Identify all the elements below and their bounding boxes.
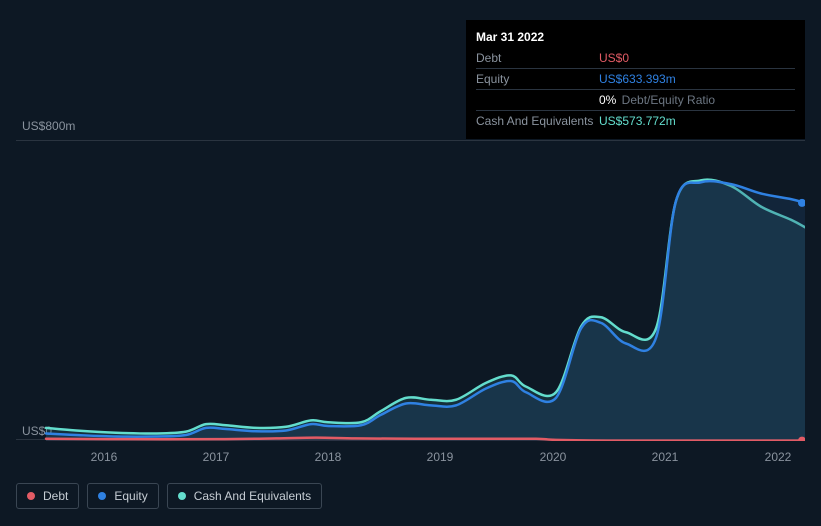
x-axis-tick: 2018 (315, 450, 342, 464)
x-axis-tick: 2019 (427, 450, 454, 464)
legend-label: Debt (43, 489, 68, 503)
legend-label: Cash And Equivalents (194, 489, 311, 503)
legend-item-cash-and-equivalents[interactable]: Cash And Equivalents (167, 483, 322, 509)
tooltip-date: Mar 31 2022 (476, 26, 795, 48)
tooltip-label (476, 93, 599, 107)
x-axis-tick: 2020 (540, 450, 567, 464)
tooltip-row: EquityUS$633.393m (476, 69, 795, 90)
legend-dot (98, 492, 106, 500)
chart-area: US$800m US$0 201620172018201920202021202… (16, 120, 805, 460)
tooltip-value: US$633.393m (599, 72, 676, 86)
legend-label: Equity (114, 489, 147, 503)
x-axis: 2016 2017 2018 2019 2020 2021 2022 (16, 450, 805, 470)
chart-plot[interactable] (16, 140, 805, 440)
tooltip-row: 0% Debt/Equity Ratio (476, 90, 795, 111)
x-axis-tick: 2021 (652, 450, 679, 464)
tooltip-row: DebtUS$0 (476, 48, 795, 69)
tooltip-label: Equity (476, 72, 599, 86)
legend-item-debt[interactable]: Debt (16, 483, 79, 509)
chart-legend: Debt Equity Cash And Equivalents (16, 483, 322, 509)
tooltip-label: Debt (476, 51, 599, 65)
x-axis-tick: 2022 (765, 450, 792, 464)
x-axis-tick: 2016 (91, 450, 118, 464)
legend-item-equity[interactable]: Equity (87, 483, 158, 509)
tooltip-value: 0% Debt/Equity Ratio (599, 93, 715, 107)
y-axis-label-max: US$800m (22, 119, 75, 133)
x-axis-tick: 2017 (203, 450, 230, 464)
legend-dot (27, 492, 35, 500)
legend-dot (178, 492, 186, 500)
tooltip-value: US$0 (599, 51, 629, 65)
tooltip-note: Debt/Equity Ratio (618, 93, 715, 107)
